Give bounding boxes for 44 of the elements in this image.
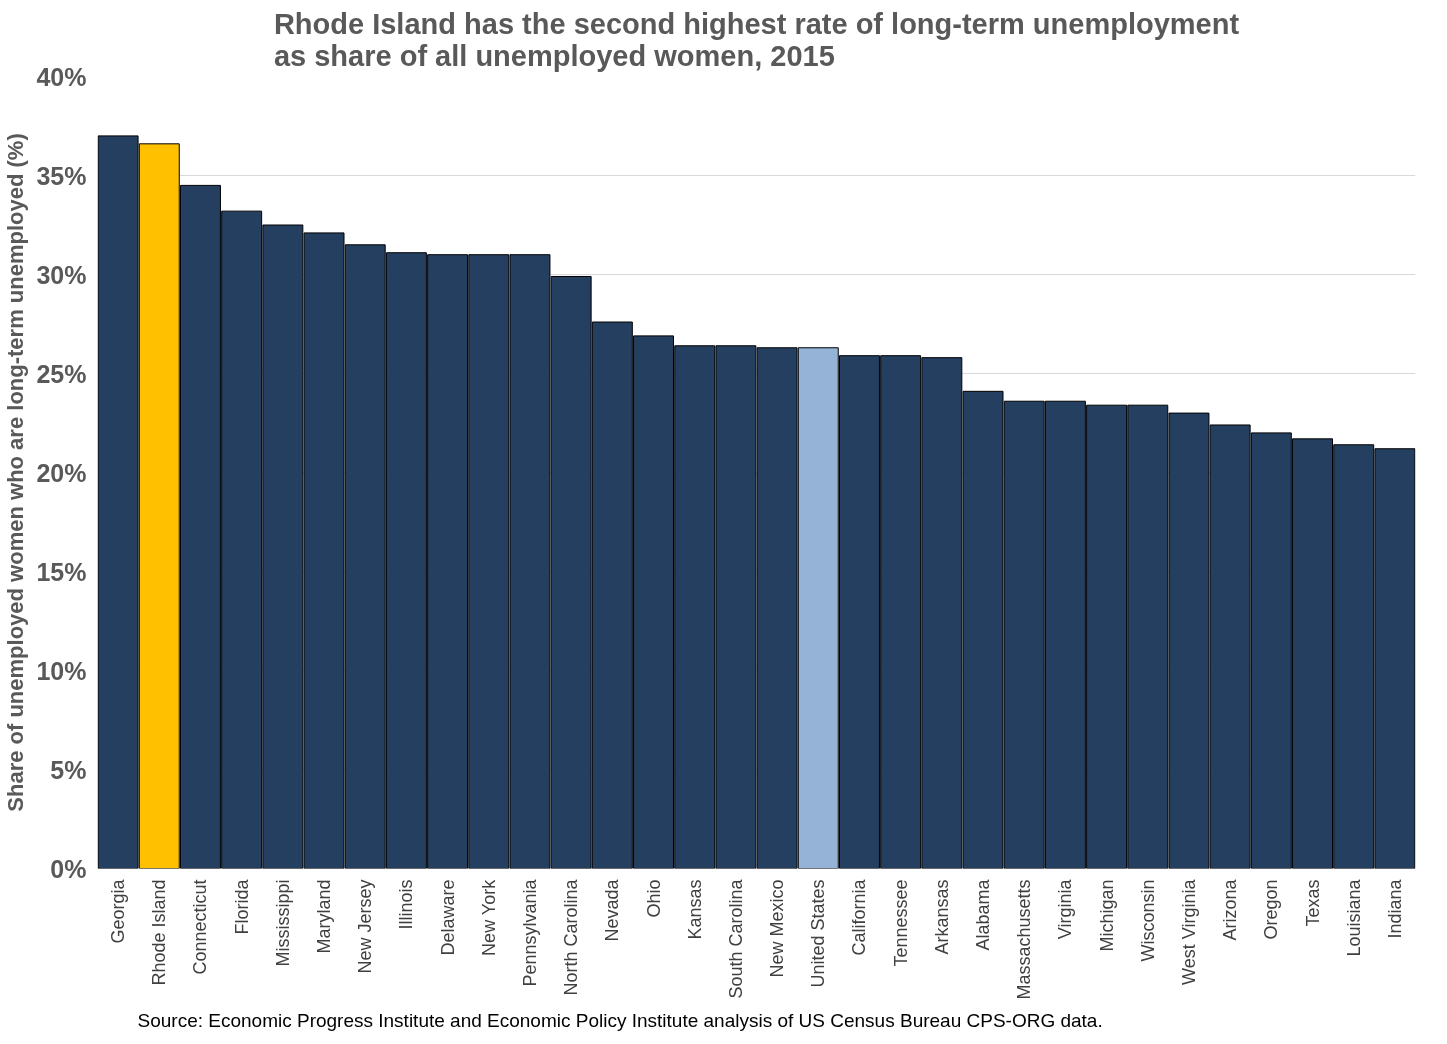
x-tick-label: United States	[808, 879, 829, 988]
y-tick-label: 30%	[36, 260, 87, 289]
x-tick-label: Arizona	[1220, 878, 1241, 941]
x-tick-label: Tennessee	[890, 879, 911, 967]
x-tick-label: Arkansas	[931, 879, 952, 955]
y-tick-label: 0%	[50, 854, 87, 883]
x-tick-label: Mississippi	[272, 879, 293, 967]
x-tick-label: New York	[478, 878, 499, 956]
chart-title: Rhode Island has the second highest rate of long-term unemployment as share of all unemployed women, 2015	[273, 7, 1240, 72]
source-note: Source: Economic Progress Institute and Economic Policy Institute analysis of US Census Bureau CPS-ORG data.	[137, 1009, 1103, 1031]
x-tick-label: Oregon	[1261, 879, 1282, 940]
x-tick-label: Delaware	[437, 879, 458, 956]
x-tick-label: Florida	[231, 878, 252, 935]
x-tick-label: Ohio	[643, 879, 664, 918]
x-tick-label: Georgia	[108, 878, 129, 944]
x-tick-label: Kansas	[684, 879, 705, 940]
y-tick-label: 25%	[36, 359, 87, 388]
x-tick-label: Rhode Island	[149, 879, 170, 986]
x-tick-label: Indiana	[1384, 878, 1405, 939]
y-tick-label: 20%	[36, 458, 87, 487]
x-tick-label: California	[849, 878, 870, 956]
x-tick-label: North Carolina	[561, 878, 582, 996]
x-tick-label: Michigan	[1096, 879, 1117, 952]
y-tick-label: 5%	[50, 755, 87, 784]
x-tick-label: Louisiana	[1343, 878, 1364, 957]
x-tick-label: Illinois	[396, 879, 417, 930]
x-tick-label: Virginia	[1055, 878, 1076, 940]
x-tick-label: New Jersey	[355, 879, 376, 974]
y-tick-label: 10%	[36, 656, 87, 685]
x-tick-label: Pennsylvania	[519, 878, 540, 987]
x-tick-label: Nevada	[602, 878, 623, 942]
x-tick-label: West Virginia	[1178, 878, 1199, 985]
x-tick-label: Alabama	[973, 878, 994, 951]
x-tick-label: South Carolina	[725, 878, 746, 999]
x-tick-label: Wisconsin	[1137, 879, 1158, 962]
x-tick-label: Texas	[1302, 879, 1323, 927]
x-tick-label: Maryland	[314, 879, 335, 954]
y-tick-label: 15%	[36, 557, 87, 586]
x-tick-label: New Mexico	[767, 879, 788, 978]
y-axis-title: Share of unemployed women who are long-term unemployed (%)	[3, 133, 29, 812]
y-tick-label: 35%	[36, 161, 87, 190]
x-tick-label: Massachusetts	[1014, 879, 1035, 1000]
y-tick-label: 40%	[36, 62, 87, 91]
x-tick-label: Connecticut	[190, 879, 211, 975]
